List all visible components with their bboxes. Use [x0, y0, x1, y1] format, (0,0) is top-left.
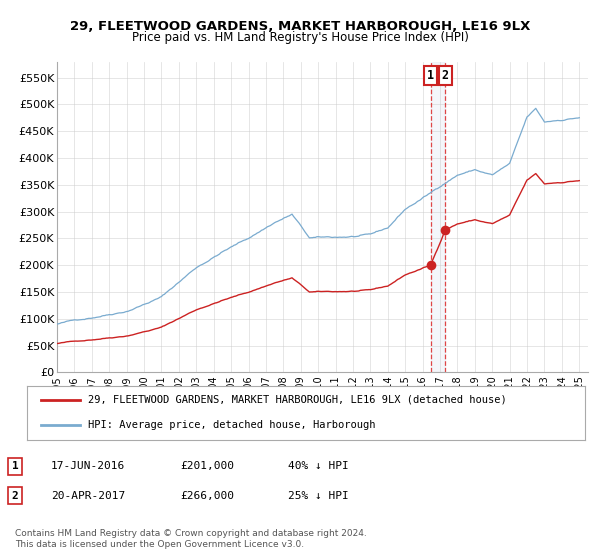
- Text: HPI: Average price, detached house, Harborough: HPI: Average price, detached house, Harb…: [88, 419, 376, 430]
- Text: 1: 1: [11, 461, 19, 472]
- Text: Contains HM Land Registry data © Crown copyright and database right 2024.
This d: Contains HM Land Registry data © Crown c…: [15, 529, 367, 549]
- Text: 17-JUN-2016: 17-JUN-2016: [51, 461, 125, 472]
- Text: 1: 1: [427, 69, 434, 82]
- Text: 40% ↓ HPI: 40% ↓ HPI: [288, 461, 349, 472]
- Text: £201,000: £201,000: [180, 461, 234, 472]
- Text: 29, FLEETWOOD GARDENS, MARKET HARBOROUGH, LE16 9LX (detached house): 29, FLEETWOOD GARDENS, MARKET HARBOROUGH…: [88, 395, 507, 405]
- Text: 2: 2: [11, 491, 19, 501]
- Text: Price paid vs. HM Land Registry's House Price Index (HPI): Price paid vs. HM Land Registry's House …: [131, 31, 469, 44]
- Text: 29, FLEETWOOD GARDENS, MARKET HARBOROUGH, LE16 9LX: 29, FLEETWOOD GARDENS, MARKET HARBOROUGH…: [70, 20, 530, 32]
- Text: 2: 2: [442, 69, 449, 82]
- Text: £266,000: £266,000: [180, 491, 234, 501]
- Text: 20-APR-2017: 20-APR-2017: [51, 491, 125, 501]
- Bar: [431, 62, 445, 372]
- Text: 25% ↓ HPI: 25% ↓ HPI: [288, 491, 349, 501]
